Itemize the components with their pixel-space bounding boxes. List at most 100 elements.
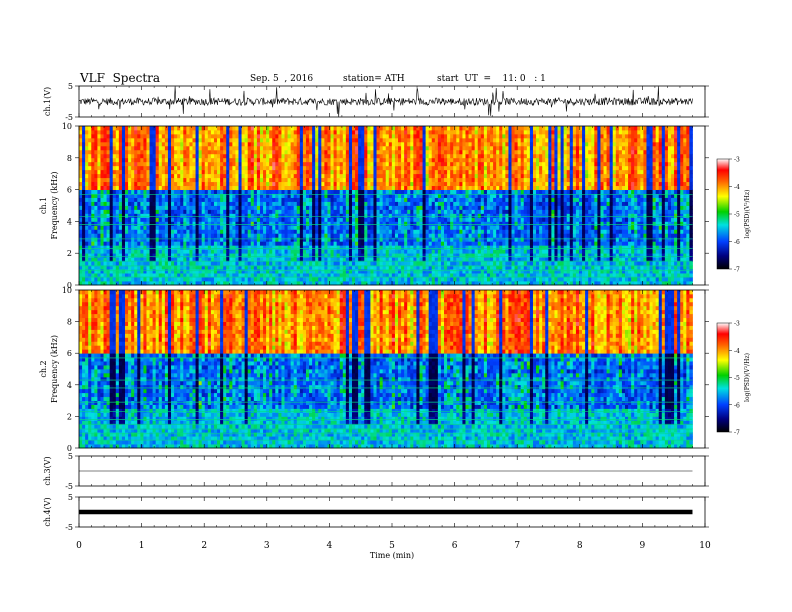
- spectrogram-cell: [174, 141, 178, 147]
- spectrogram-cell: [217, 225, 221, 230]
- spectrogram-cell: [416, 157, 420, 163]
- spectrogram-cell: [229, 133, 233, 139]
- spectrogram-cell: [401, 273, 405, 278]
- spectrogram-cell: [440, 229, 445, 234]
- spectrogram-cell: [263, 141, 267, 147]
- spectrogram-cell: [370, 229, 374, 234]
- spectrogram-cell: [256, 241, 261, 246]
- spectrogram-cell: [290, 201, 295, 206]
- spectrogram-cell: [352, 153, 356, 159]
- spectrogram-cell: [330, 281, 334, 286]
- spectrogram-cell: [324, 273, 328, 278]
- spectrogram-cell: [207, 217, 212, 222]
- spectrogram-cell: [256, 229, 261, 234]
- spectrogram-cell: [109, 153, 114, 159]
- spectrogram-cell: [161, 229, 166, 234]
- spectrogram-cell: [333, 281, 338, 286]
- spectrogram-cell: [149, 281, 154, 286]
- spectrogram-cell: [293, 193, 298, 198]
- spectrogram-cell: [198, 145, 203, 151]
- spectrogram-cell: [358, 157, 362, 163]
- spectrogram-cell: [336, 261, 341, 266]
- spectrogram-cell: [192, 241, 196, 246]
- spectrogram-cell: [164, 145, 169, 151]
- spectrogram-cell: [422, 201, 427, 206]
- spectrogram-cell: [118, 177, 123, 183]
- waveform-line: [78, 86, 693, 117]
- spectrogram-cell: [413, 253, 417, 258]
- y-tick-label: 5: [68, 82, 73, 91]
- spectrogram-cell: [88, 281, 92, 286]
- spectrogram-cell: [183, 145, 187, 151]
- spectrogram-cell: [361, 281, 365, 286]
- spectrogram-cell: [379, 137, 384, 143]
- spectrogram-cell: [345, 173, 350, 179]
- spectrogram-cell: [342, 221, 347, 226]
- spectrogram-cell: [348, 165, 353, 171]
- spectrogram-cell: [121, 153, 126, 159]
- spectrogram-cell: [259, 225, 264, 230]
- spectrogram-cell: [425, 225, 430, 230]
- spectrogram-cell: [220, 233, 224, 238]
- spectrogram-cell: [155, 253, 160, 258]
- spectrogram-cell: [94, 193, 98, 198]
- spectrogram-cell: [312, 261, 316, 266]
- spectrogram-cell: [213, 197, 218, 202]
- spectrogram-cell: [131, 253, 135, 258]
- spectrogram-cell: [275, 281, 279, 286]
- spectrogram-cell: [263, 277, 267, 282]
- spectrogram-cell: [394, 257, 399, 262]
- spectrogram-cell: [401, 149, 405, 155]
- spectrogram-cell: [85, 189, 89, 194]
- spectrogram-cell: [121, 169, 126, 175]
- spectrogram-cell: [128, 225, 132, 230]
- spectrogram-cell: [440, 249, 445, 254]
- spectrogram-cell: [161, 173, 166, 179]
- spectrogram-cell: [440, 173, 445, 179]
- spectrogram-cell: [158, 129, 163, 135]
- spectrogram-cell: [345, 225, 350, 230]
- spectrogram-cell: [177, 189, 181, 194]
- spectrogram-cell: [259, 205, 264, 210]
- spectrogram-cell: [137, 237, 141, 242]
- spectrogram-cell: [333, 126, 338, 131]
- spectrogram-cell: [186, 126, 190, 131]
- spectrogram-cell: [201, 277, 206, 282]
- spectrogram-cell: [85, 221, 89, 226]
- spectrogram-cell: [330, 213, 334, 218]
- spectrogram-cell: [140, 157, 144, 163]
- spectrogram-cell: [398, 273, 402, 278]
- spectrogram-cell: [278, 185, 282, 191]
- spectrogram-cell: [428, 193, 433, 198]
- spectrogram-cell: [161, 185, 166, 191]
- spectrogram-cell: [293, 217, 298, 222]
- spectrogram-cell: [379, 161, 384, 167]
- spectrogram-cell: [217, 273, 221, 278]
- spectrogram-cell: [287, 229, 292, 234]
- spectrogram-cell: [318, 145, 322, 151]
- spectrogram-cell: [177, 217, 181, 222]
- spectrogram-cell: [278, 141, 282, 147]
- spectrogram-cell: [272, 185, 276, 191]
- spectrogram-cell: [431, 129, 436, 135]
- spectrogram-cell: [226, 221, 230, 226]
- spectrogram-cell: [309, 265, 313, 270]
- spectrogram-cell: [367, 157, 371, 163]
- spectrogram-cell: [401, 245, 405, 250]
- spectrogram-cell: [186, 161, 190, 167]
- spectrogram-cell: [158, 169, 163, 175]
- spectrogram-cell: [103, 277, 108, 282]
- spectrogram-cell: [161, 161, 166, 167]
- spectrogram-cell: [376, 245, 381, 250]
- spectrogram-cell: [91, 173, 95, 179]
- spectrogram-cell: [342, 169, 347, 175]
- spectrogram-cell: [437, 209, 442, 214]
- spectrogram-cell: [434, 137, 439, 143]
- spectrogram-cell: [100, 209, 104, 214]
- spectrogram-cell: [425, 217, 430, 222]
- spectrogram-cell: [220, 157, 224, 163]
- spectrogram-cell: [118, 161, 123, 167]
- spectrogram-cell: [213, 177, 218, 183]
- spectrogram-cell: [186, 281, 190, 286]
- spectrogram-cell: [100, 197, 104, 202]
